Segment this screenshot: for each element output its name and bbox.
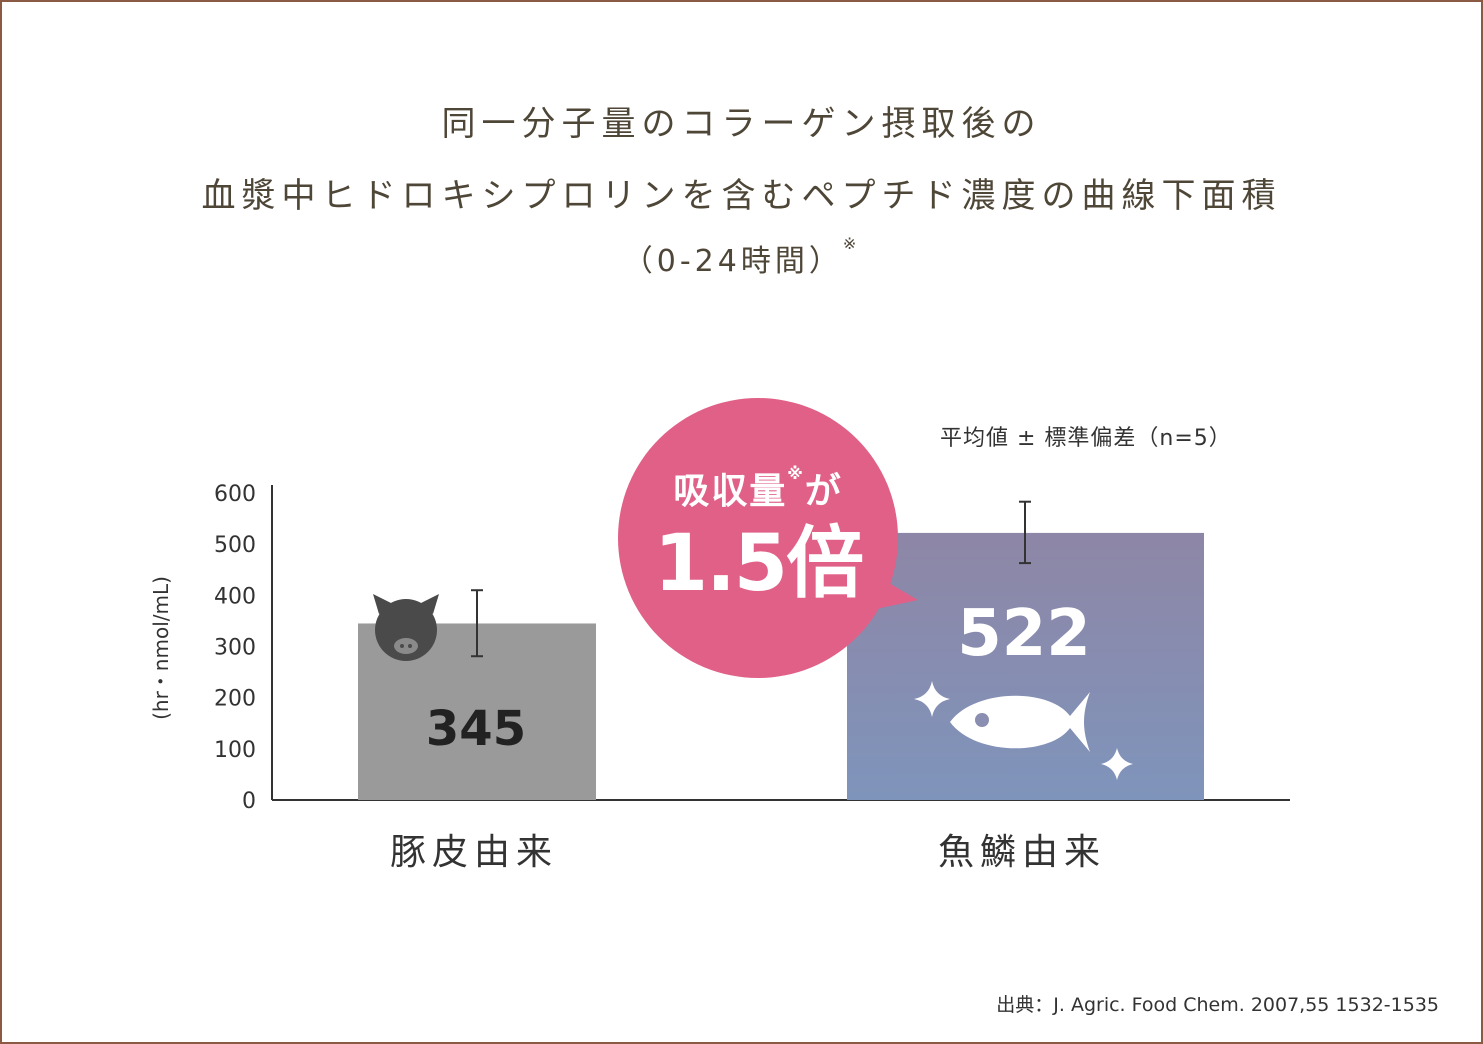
category-label-pig: 豚皮由来 [390,832,559,873]
chart-title-period: （0-24時間） [622,244,843,279]
y-tick-label: 600 [214,482,256,507]
source-citation: 出典：J. Agric. Food Chem. 2007,55 1532-153… [996,994,1439,1016]
callout-bubble [618,398,918,678]
sparkle-icon [1101,748,1133,780]
callout-line1: 吸収量※が [618,462,898,514]
callout-line1-suffix: が [804,471,843,512]
pig-icon [373,594,439,661]
category-label-fish: 魚鱗由来 [938,832,1107,873]
y-tick-label: 100 [214,738,256,763]
error-bars [471,500,1031,658]
bar-1 [847,532,1204,800]
chart-title-mark: ※ [842,234,861,253]
chart-title-line3: （0-24時間）※ [0,234,1483,280]
y-tick-label: 0 [242,789,256,814]
chart-title-line2: 血漿中ヒドロキシプロリンを含むペプチド濃度の曲線下面積 [201,176,1282,216]
chart-title-line1: 同一分子量のコラーゲン摂取後の [441,104,1042,144]
y-tick-label: 400 [214,584,256,609]
callout-text: 吸収量※が 1.5倍 [618,462,898,614]
y-tick-label: 500 [214,533,256,558]
bar-value-label: 522 [957,597,1091,671]
sparkle-icon [914,681,950,717]
callout-line2: 1.5倍 [653,519,864,609]
fish-icon [950,692,1090,752]
callout-line1-text: 吸収量 [673,471,788,512]
y-tick-label: 300 [214,636,256,661]
y-tick-label: 200 [214,687,256,712]
callout-mark: ※ [787,464,805,483]
y-axis-label: (hr・nmol/mL) [149,576,173,720]
bar-value-label: 345 [426,701,526,757]
stat-note: 平均値 ± 標準偏差（n=5） [940,426,1232,451]
axes: 0 100 200 300 400 500 600 (hr・nmol/mL) [149,482,1290,814]
